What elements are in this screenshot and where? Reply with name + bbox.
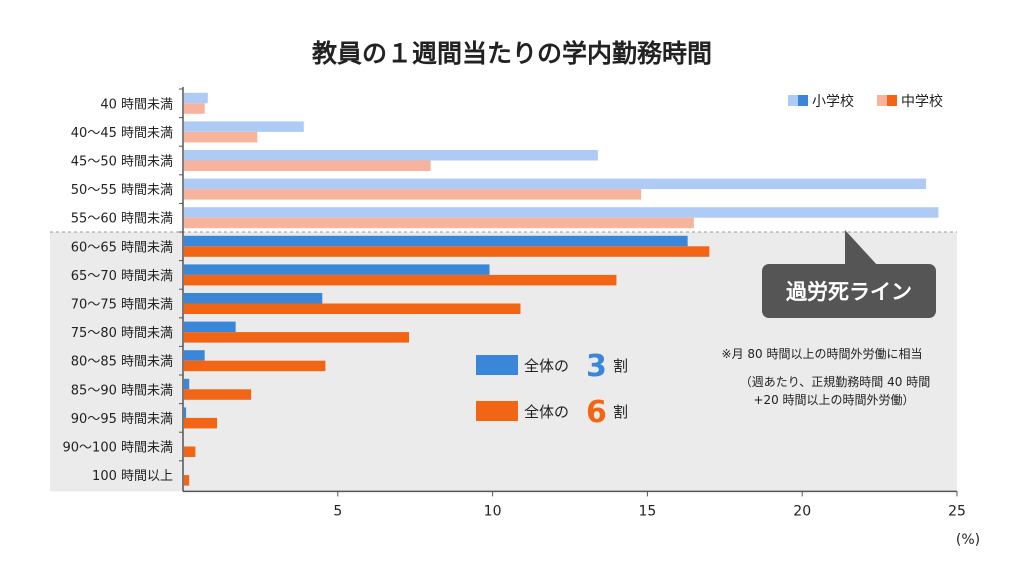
bar-elementary <box>184 378 190 390</box>
category-label: 75～80 時間未満 <box>71 326 173 341</box>
note-main: ※月 80 時間以上の時間外労働に相当 <box>722 347 923 361</box>
bar-junior-high <box>184 189 642 200</box>
bar-junior-high <box>184 303 521 314</box>
legend-item-elementary: 小学校 <box>788 93 854 110</box>
bar-elementary <box>184 293 323 304</box>
legend: 小学校 中学校 <box>788 93 943 110</box>
category-label: 50～55 時間未満 <box>71 183 173 198</box>
share-value-elementary: 3 <box>586 349 607 384</box>
share-value-junior-high: 6 <box>586 395 607 430</box>
category-label: 90～100 時間未満 <box>63 441 174 456</box>
bar-elementary <box>184 150 598 161</box>
share-prefix-junior-high: 全体の <box>524 403 569 421</box>
bar-junior-high <box>184 217 694 229</box>
x-tick-label: 5 <box>333 503 342 519</box>
bars-group <box>184 92 939 486</box>
bar-junior-high <box>184 389 252 400</box>
category-label: 40 時間未満 <box>100 97 173 112</box>
bar-elementary <box>184 264 490 275</box>
bar-junior-high <box>184 160 431 171</box>
share-swatch-elementary <box>476 355 518 375</box>
share-suffix-elementary: 割 <box>613 357 628 375</box>
category-label: 70～75 時間未満 <box>71 298 173 313</box>
x-axis-ticks: 5 10 15 20 25 <box>333 491 966 519</box>
category-labels: 40 時間未満 40～45 時間未満 45～50 時間未満 50～55 時間未満 55～… <box>63 88 183 484</box>
bar-elementary <box>184 178 927 190</box>
share-prefix-elementary: 全体の <box>524 357 569 375</box>
bar-elementary <box>184 121 304 132</box>
chart-title: 教員の１週間当たりの学内勤務時間 <box>311 39 712 68</box>
callout-box <box>762 264 936 318</box>
legend-label-junior-high: 中学校 <box>901 93 943 110</box>
share-swatch-junior-high <box>476 401 518 421</box>
note-sub-1: （週あたり、正規勤務時間 40 時間 <box>740 374 930 389</box>
share-suffix-junior-high: 割 <box>613 403 628 421</box>
bar-junior-high <box>184 103 205 114</box>
bar-junior-high <box>184 417 218 429</box>
legend-item-junior-high: 中学校 <box>877 93 943 110</box>
bar-junior-high <box>184 246 710 257</box>
bar-elementary <box>184 92 208 104</box>
bar-junior-high <box>184 274 617 286</box>
callout-text: 過労死ライン <box>786 280 912 304</box>
bar-junior-high <box>184 360 326 372</box>
x-tick-label: 15 <box>638 503 656 519</box>
note-sub-2: +20 時間以上の時間外労働） <box>753 393 914 407</box>
category-label: 90～95 時間未満 <box>71 412 173 427</box>
overwork-callout: 過労死ライン <box>762 230 936 318</box>
legend-swatch-elementary-light <box>788 95 798 106</box>
x-axis-unit-label: (%) <box>956 532 980 548</box>
legend-swatch-junior-dark <box>887 95 897 106</box>
bar-elementary <box>184 235 688 247</box>
x-tick-label: 20 <box>793 503 811 519</box>
category-label: 55～60 時間未満 <box>71 212 173 227</box>
bar-junior-high <box>184 446 196 457</box>
share-annotation-junior-high: 全体の 6 割 <box>476 395 628 430</box>
category-label: 45～50 時間未満 <box>71 155 173 170</box>
share-annotation-elementary: 全体の 3 割 <box>476 349 628 384</box>
x-tick-label: 25 <box>948 503 966 519</box>
legend-swatch-junior-light <box>877 95 887 106</box>
category-label: 65～70 時間未満 <box>71 269 173 284</box>
category-label: 100 時間以上 <box>92 469 173 484</box>
x-tick-label: 10 <box>484 503 502 519</box>
legend-swatch-elementary-dark <box>798 95 808 106</box>
bar-elementary <box>184 350 205 361</box>
bar-elementary <box>184 407 187 418</box>
bar-junior-high <box>184 475 190 486</box>
bar-elementary <box>184 321 236 333</box>
bar-junior-high <box>184 131 258 143</box>
callout-pointer <box>845 230 878 266</box>
category-label: 60～65 時間未満 <box>71 240 173 255</box>
category-label: 85～90 時間未満 <box>71 383 173 398</box>
category-label: 80～85 時間未満 <box>71 355 173 370</box>
bar-elementary <box>184 207 939 218</box>
category-label: 40～45 時間未満 <box>71 126 173 141</box>
legend-label-elementary: 小学校 <box>812 93 854 110</box>
bar-junior-high <box>184 332 410 343</box>
